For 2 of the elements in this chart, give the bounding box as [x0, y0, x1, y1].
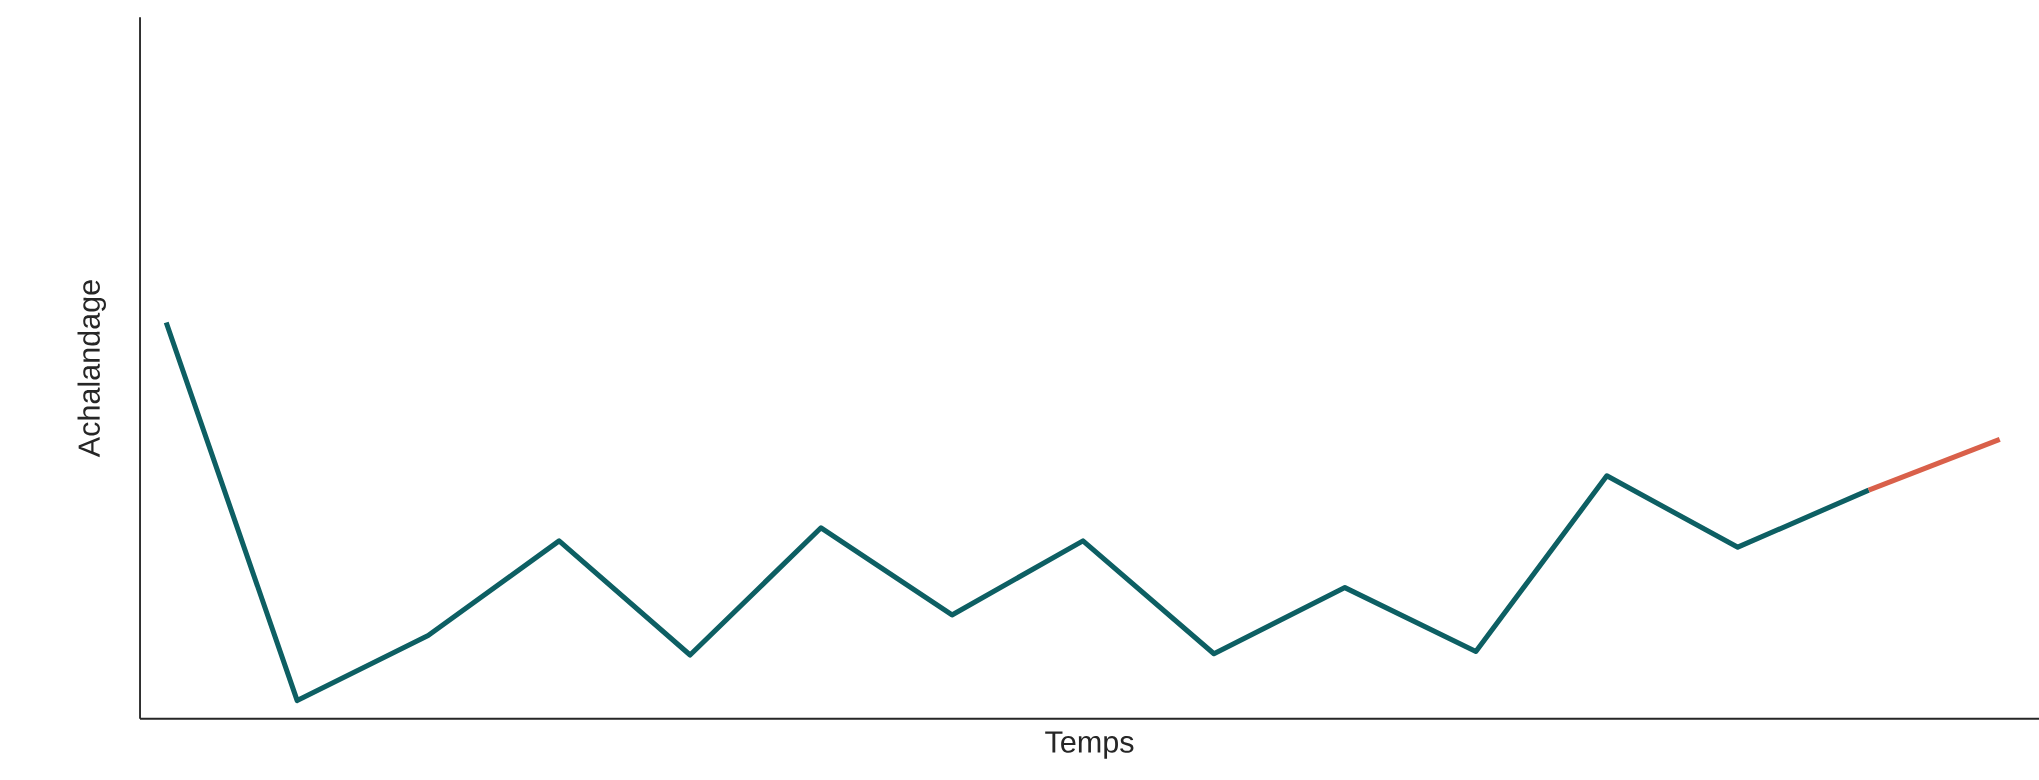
x-axis-title: Temps: [1045, 731, 1134, 759]
y-axis-title: Achalandage: [77, 280, 106, 458]
